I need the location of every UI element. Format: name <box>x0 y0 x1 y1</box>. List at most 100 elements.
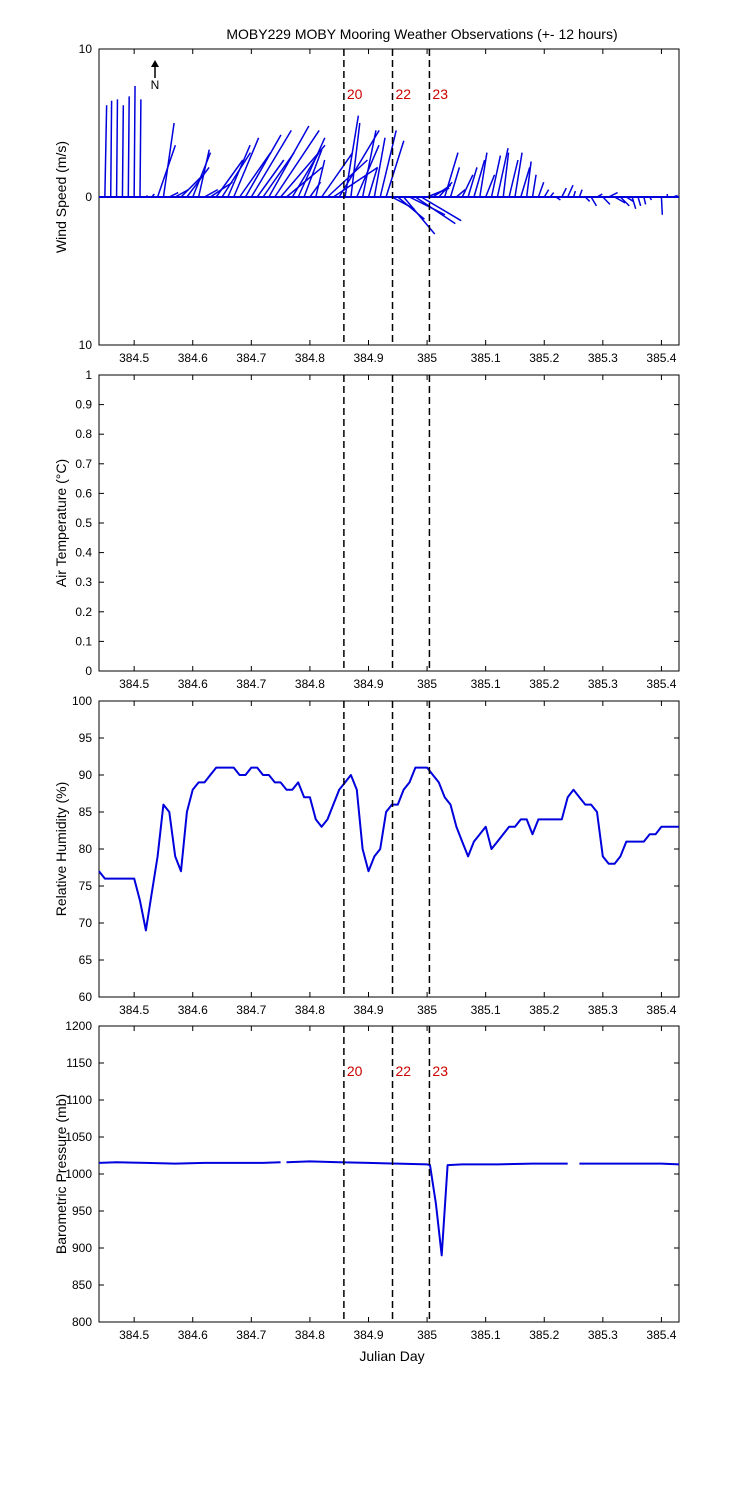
x-tick-label: 385.4 <box>646 1003 676 1017</box>
wind-vector <box>543 189 550 198</box>
event-label: 23 <box>432 86 448 102</box>
y-tick-label: 0.7 <box>75 457 92 471</box>
wind-vector <box>520 167 531 198</box>
y-tick-label: 900 <box>72 1241 92 1255</box>
x-tick-label: 384.9 <box>353 1003 383 1017</box>
y-axis-label: Wind Speed (m/s) <box>53 141 69 253</box>
wind-vector <box>572 190 577 198</box>
wind-vector <box>227 144 251 198</box>
x-tick-label: 384.9 <box>353 351 383 365</box>
wind-vector <box>204 188 219 198</box>
wind-vector <box>373 137 386 198</box>
event-label: 20 <box>347 1063 363 1079</box>
wind-vector <box>479 152 488 198</box>
wind-vector <box>549 192 555 198</box>
y-tick-label: 80 <box>79 842 93 856</box>
axes-frame <box>98 1025 680 1323</box>
wind-vector <box>297 137 326 198</box>
y-tick-label: 1000 <box>65 1167 92 1181</box>
wind-vector <box>409 196 446 216</box>
wind-vector <box>367 167 379 198</box>
series-line <box>98 1161 281 1165</box>
wind-vector <box>461 174 474 198</box>
x-tick-label: 384.7 <box>236 1003 266 1017</box>
series-line <box>98 766 679 932</box>
wind-vector <box>584 196 591 202</box>
x-tick-label: 385 <box>417 351 437 365</box>
x-tick-label: 384.5 <box>119 1328 149 1342</box>
wind-vector <box>133 85 136 198</box>
y-tick-label: 0.9 <box>75 398 92 412</box>
series-line <box>286 1160 568 1257</box>
y-tick-label: 0.4 <box>75 546 92 560</box>
y-tick-label: 100 <box>72 694 92 708</box>
wind-vector <box>631 196 637 210</box>
wind-vector <box>449 167 461 198</box>
x-tick-label: 385 <box>417 1328 437 1342</box>
wind-vector <box>350 122 361 198</box>
x-tick-label: 384.8 <box>295 351 325 365</box>
wind-vector <box>168 191 179 198</box>
wind-vector <box>619 196 630 207</box>
relative-humidity-panel: 384.5 384.6 384.7 384.8 384.9 385 385.1 385.2 38… <box>53 694 680 1017</box>
wind-vector <box>602 196 611 205</box>
y-axis-label: Barometric Pressure (mb) <box>53 1094 69 1254</box>
x-tick-label: 385.4 <box>646 351 676 365</box>
x-tick-label: 385 <box>417 1003 437 1017</box>
x-tick-label: 384.9 <box>353 1328 383 1342</box>
y-tick-label: 1100 <box>66 1093 92 1107</box>
wind-vector <box>455 189 466 198</box>
x-tick-label: 384.8 <box>295 677 325 691</box>
barometric-pressure-panel: 384.5 384.6 384.7 384.8 384.9 385 385.1 385.2 38… <box>53 1019 680 1342</box>
y-tick-label: 0.8 <box>75 427 92 441</box>
wind-vector <box>531 174 537 198</box>
y-tick-label: 75 <box>79 879 93 893</box>
wind-vector <box>233 137 260 198</box>
x-tick-label: 385.1 <box>471 1328 501 1342</box>
axes-frame <box>98 374 680 672</box>
wind-vector <box>596 193 603 198</box>
wind-vector <box>490 155 502 198</box>
air-temperature-panel: 384.5 384.6 384.7 384.8 384.9 385 385.1 385.2 38… <box>53 368 680 691</box>
wind-vector <box>672 194 678 198</box>
wind-vector <box>274 129 320 198</box>
wind-vector <box>256 159 285 198</box>
event-label: 22 <box>396 86 412 102</box>
north-arrow-icon: N <box>151 60 159 92</box>
wind-vector <box>315 159 326 198</box>
north-arrow-head <box>151 60 159 67</box>
wind-vector <box>145 194 149 198</box>
wind-vector <box>555 196 561 201</box>
wind-vector <box>344 115 360 198</box>
wind-vector <box>379 130 397 198</box>
y-tick-label: 1200 <box>65 1019 92 1033</box>
x-tick-label: 385.4 <box>646 1328 676 1342</box>
wind-vector <box>361 130 377 198</box>
wind-vector <box>443 152 459 198</box>
x-tick-label: 384.6 <box>178 1328 208 1342</box>
wind-vector <box>438 181 453 198</box>
wind-vector <box>162 122 175 198</box>
wind-vector <box>197 149 210 198</box>
wind-vector <box>420 196 462 222</box>
x-tick-label: 385.2 <box>529 677 559 691</box>
wind-vector <box>109 100 113 198</box>
x-tick-label: 384.7 <box>236 677 266 691</box>
x-tick-label: 384.8 <box>295 1328 325 1342</box>
wind-vector <box>496 148 509 198</box>
x-tick-label: 385.1 <box>471 1003 501 1017</box>
wind-vector <box>139 99 142 198</box>
wind-vector <box>238 152 272 198</box>
wind-vector <box>514 152 523 198</box>
series-line <box>579 1162 680 1166</box>
x-tick-label: 385.2 <box>529 1328 559 1342</box>
x-tick-label: 384.7 <box>236 351 266 365</box>
wind-vector <box>115 99 119 198</box>
wind-vector <box>385 140 405 198</box>
x-tick-label: 384.6 <box>178 1003 208 1017</box>
wind-vector <box>625 196 634 203</box>
x-tick-label: 384.7 <box>236 1328 266 1342</box>
y-tick-label: 10 <box>79 338 93 352</box>
x-tick-label: 384.6 <box>178 351 208 365</box>
